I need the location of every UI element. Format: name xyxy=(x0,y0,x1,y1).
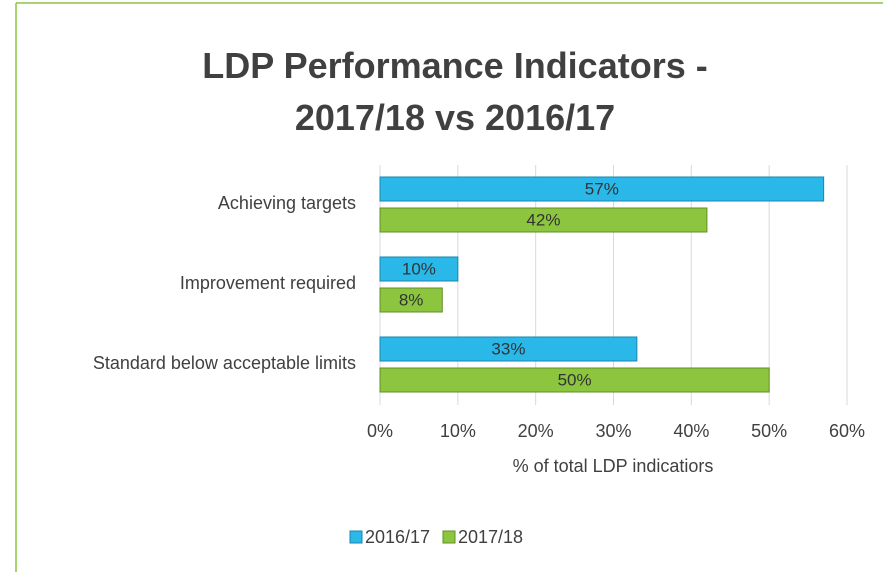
bar xyxy=(379,287,443,313)
x-tick-label: 30% xyxy=(595,421,631,441)
x-tick-label: 60% xyxy=(829,421,865,441)
x-tick-label: 40% xyxy=(673,421,709,441)
x-tick-label: 10% xyxy=(440,421,476,441)
bar xyxy=(379,367,770,393)
x-axis-label: % of total LDP indicatiors xyxy=(513,456,714,476)
legend-label: 2016/17 xyxy=(365,527,430,547)
bar xyxy=(379,256,459,282)
value-label: 42% xyxy=(526,210,560,229)
value-label: 57% xyxy=(585,179,619,198)
value-label: 10% xyxy=(402,259,436,278)
value-label: 33% xyxy=(491,339,525,358)
bar xyxy=(379,336,638,362)
x-tick-label: 0% xyxy=(367,421,393,441)
y-tick-label: Achieving targets xyxy=(218,193,356,213)
x-tick-label: 20% xyxy=(518,421,554,441)
legend-swatch xyxy=(349,530,363,544)
bar xyxy=(379,207,708,233)
y-tick-label: Standard below acceptable limits xyxy=(93,353,356,373)
x-tick-label: 50% xyxy=(751,421,787,441)
bar xyxy=(379,176,825,202)
value-label: 8% xyxy=(399,290,424,309)
chart-title: LDP Performance Indicators - 2017/18 vs … xyxy=(202,45,708,138)
y-tick-label: Improvement required xyxy=(180,273,356,293)
legend-label: 2017/18 xyxy=(458,527,523,547)
value-label: 50% xyxy=(558,370,592,389)
legend-swatch xyxy=(442,530,456,544)
